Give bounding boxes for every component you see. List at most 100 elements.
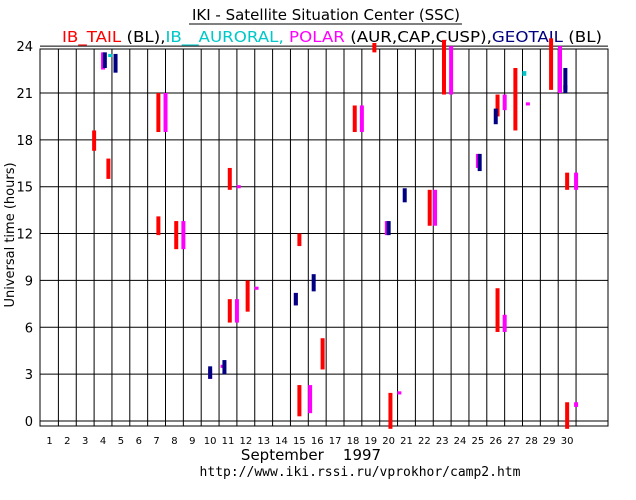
x-tick-label: 22 <box>418 436 431 447</box>
interval-mark-ib-tail <box>297 233 302 247</box>
x-tick-label: 30 <box>561 436 574 447</box>
interval-mark-ib-tail <box>372 42 377 53</box>
x-tick-label: 25 <box>472 436 485 447</box>
x-axis-label: September 1997 <box>241 446 381 464</box>
interval-mark-geotail <box>311 274 316 292</box>
y-tick-label: 21 <box>16 87 33 102</box>
interval-mark-ib-tail <box>297 385 302 417</box>
interval-mark-ib-auroral <box>108 53 113 58</box>
x-tick-label: 14 <box>275 436 288 447</box>
interval-mark-ib-tail <box>227 299 232 323</box>
x-tick-label: 28 <box>525 436 538 447</box>
interval-mark-ib-tail <box>495 288 500 332</box>
interval-mark-polar <box>449 46 454 95</box>
interval-mark-ib-tail <box>320 338 325 370</box>
x-tick-label: 23 <box>436 436 449 447</box>
interval-mark-polar <box>308 385 313 414</box>
interval-mark-ib-tail <box>156 216 161 236</box>
interval-mark-ib-tail <box>495 94 500 117</box>
x-tick-label: 4 <box>100 436 106 447</box>
interval-mark-polar <box>254 286 259 290</box>
interval-mark-ib-tail <box>352 105 357 133</box>
interval-mark-polar <box>574 172 579 190</box>
x-tick-label: 11 <box>222 436 235 447</box>
interval-mark-polar <box>502 94 507 111</box>
interval-mark-polar <box>359 105 364 133</box>
y-tick-label: 3 <box>25 368 33 383</box>
interval-mark-geotail <box>477 153 482 172</box>
interval-mark-geotail <box>563 85 568 93</box>
interval-mark-ib-tail <box>92 130 97 151</box>
subtitle-part: (BL), <box>126 28 165 46</box>
interval-mark-polar <box>558 46 563 93</box>
interval-mark-geotail <box>293 292 298 306</box>
subtitle-part: IB__AURORAL, <box>166 28 290 47</box>
x-tick-label: 10 <box>204 436 217 447</box>
subtitle-part: (BL) <box>568 28 602 46</box>
interval-mark-geotail <box>386 221 391 236</box>
chart-title: IKI - Satellite Situation Center (SSC) <box>192 6 460 24</box>
y-axis-label: Universal time (hours) <box>3 162 18 307</box>
x-tick-label: 2 <box>64 436 70 447</box>
x-tick-label: 27 <box>507 436 520 447</box>
x-tick-label: 3 <box>82 436 88 447</box>
subtitle-part: GEOTAIL <box>492 28 568 46</box>
x-tick-label: 12 <box>239 436 252 447</box>
interval-mark-geotail <box>563 67 568 90</box>
x-tick-label: 9 <box>189 436 195 447</box>
y-tick-label: 0 <box>25 415 33 430</box>
x-tick-label: 29 <box>543 436 556 447</box>
interval-mark-ib-tail <box>565 172 570 190</box>
interval-mark-geotail <box>493 108 498 125</box>
interval-mark-polar <box>397 391 402 395</box>
interval-mark-polar <box>433 189 438 226</box>
interval-mark-geotail <box>222 360 227 375</box>
interval-mark-geotail <box>102 52 107 68</box>
y-tick-label: 6 <box>25 321 33 336</box>
interval-mark-polar <box>574 402 579 407</box>
x-tick-label: 18 <box>347 436 360 447</box>
subtitle-part: IB_TAIL <box>62 28 126 47</box>
interval-mark-ib-tail <box>441 39 446 95</box>
chart-subtitle: IB_TAIL (BL), IB__AURORAL, POLAR (AUR,CAP… <box>62 28 602 47</box>
interval-mark-ib-tail <box>174 221 179 250</box>
x-tick-label: 13 <box>257 436 270 447</box>
interval-mark-geotail <box>402 188 407 203</box>
y-tick-label: 9 <box>25 274 33 289</box>
interval-mark-ib-tail <box>427 189 432 226</box>
x-tick-label: 1 <box>46 436 52 447</box>
interval-mark-polar <box>163 92 168 133</box>
x-tick-label: 6 <box>136 436 142 447</box>
interval-mark-ib-tail <box>549 38 554 90</box>
interval-mark-ib-tail <box>388 392 393 429</box>
plot-area: 1 2 3 4 5 6 7 8 9 10 11 12 13 14 15 16 17 18 19 20 21 22 23 24 2… <box>16 38 609 447</box>
interval-mark-geotail <box>208 366 213 379</box>
interval-mark-ib-auroral <box>522 71 527 76</box>
x-tick-label: 26 <box>489 436 502 447</box>
x-tick-label: 8 <box>171 436 177 447</box>
subtitle-part: (AUR,CAP,CUSP), <box>350 28 492 46</box>
interval-mark-polar <box>236 185 241 189</box>
interval-mark-polar <box>181 221 186 250</box>
x-tick-label: 15 <box>293 436 306 447</box>
interval-mark-ib-tail <box>106 158 111 179</box>
y-tick-label: 12 <box>16 228 33 243</box>
footer-url: http://www.iki.rssi.ru/vprokhor/camp2.ht… <box>200 465 521 480</box>
x-tick-label: 5 <box>118 436 124 447</box>
x-tick-label: 17 <box>329 436 342 447</box>
x-tick-label: 7 <box>153 436 159 447</box>
interval-mark-polar <box>502 314 507 332</box>
interval-mark-geotail <box>113 53 118 73</box>
interval-mark-ib-tail <box>245 280 250 312</box>
x-tick-label: 21 <box>400 436 413 447</box>
y-tick-label: 18 <box>16 134 33 149</box>
x-tick-label: 16 <box>311 436 324 447</box>
x-tick-label: 19 <box>364 436 377 447</box>
interval-mark-ib-tail <box>227 167 232 190</box>
y-tick-label: 15 <box>16 181 33 196</box>
interval-mark-ib-tail <box>156 92 161 133</box>
subtitle-part: POLAR <box>289 28 350 46</box>
plot-frame <box>39 48 609 427</box>
interval-mark-ib-tail <box>565 402 570 429</box>
interval-mark-polar <box>525 102 530 106</box>
